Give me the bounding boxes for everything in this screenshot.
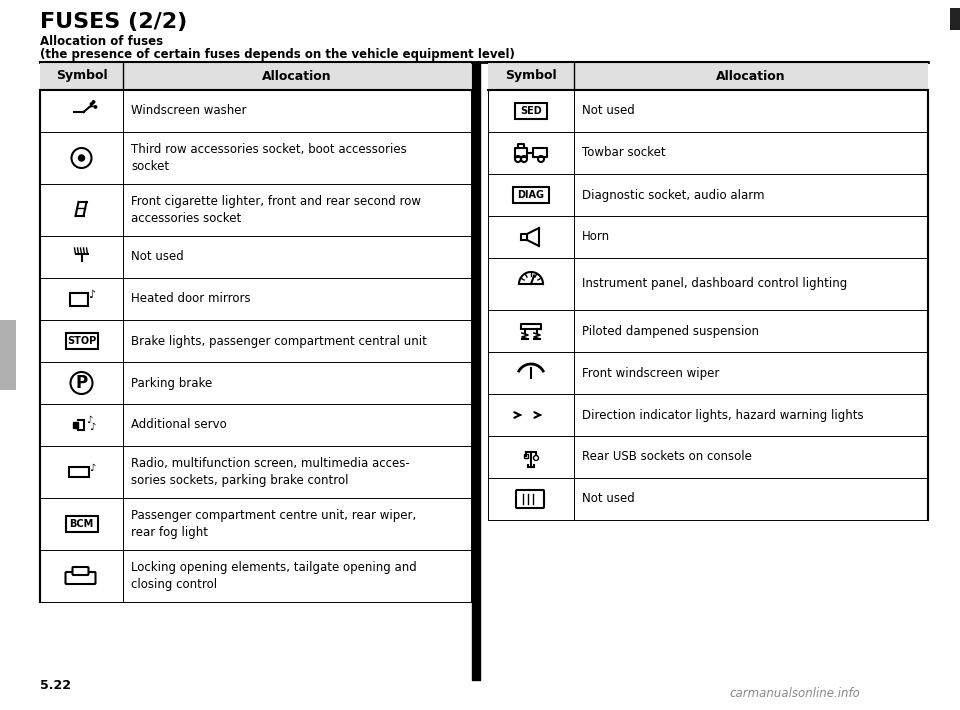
- Circle shape: [79, 155, 84, 161]
- FancyBboxPatch shape: [516, 490, 544, 508]
- Text: Not used: Not used: [582, 104, 635, 117]
- FancyBboxPatch shape: [515, 103, 547, 119]
- Text: FUSES (2/2): FUSES (2/2): [40, 12, 187, 32]
- Text: Locking opening elements, tailgate opening and
closing control: Locking opening elements, tailgate openi…: [131, 561, 417, 591]
- FancyBboxPatch shape: [65, 516, 98, 532]
- Bar: [68, 467, 88, 477]
- Bar: [69, 293, 87, 306]
- Text: Symbol: Symbol: [56, 70, 108, 82]
- Text: Passenger compartment centre unit, rear wiper,
rear fog light: Passenger compartment centre unit, rear …: [131, 509, 417, 539]
- Text: STOP: STOP: [67, 336, 96, 346]
- Text: BCM: BCM: [69, 519, 94, 529]
- Text: Allocation: Allocation: [716, 70, 786, 82]
- Text: Heated door mirrors: Heated door mirrors: [131, 293, 251, 305]
- Text: Direction indicator lights, hazard warning lights: Direction indicator lights, hazard warni…: [582, 408, 864, 422]
- Text: Towbar socket: Towbar socket: [582, 146, 665, 160]
- Text: Front cigarette lighter, front and rear second row
accessories socket: Front cigarette lighter, front and rear …: [131, 195, 421, 225]
- Text: DIAG: DIAG: [517, 190, 544, 200]
- Text: ♪: ♪: [88, 290, 95, 300]
- FancyBboxPatch shape: [73, 567, 88, 575]
- Text: ♪: ♪: [89, 463, 96, 473]
- Text: Windscreen washer: Windscreen washer: [131, 104, 247, 117]
- Text: P: P: [76, 374, 87, 392]
- Text: Radio, multifunction screen, multimedia acces-
sories sockets, parking brake con: Radio, multifunction screen, multimedia …: [131, 457, 410, 487]
- Bar: [40, 62, 471, 90]
- Text: 5.22: 5.22: [40, 679, 71, 692]
- Text: Front windscreen wiper: Front windscreen wiper: [582, 366, 719, 380]
- Text: Parking brake: Parking brake: [131, 376, 212, 390]
- Polygon shape: [73, 422, 78, 428]
- Text: Instrument panel, dashboard control lighting: Instrument panel, dashboard control ligh…: [582, 278, 848, 290]
- FancyBboxPatch shape: [65, 572, 95, 584]
- Text: Horn: Horn: [582, 231, 611, 244]
- FancyBboxPatch shape: [65, 333, 98, 349]
- Text: Not used: Not used: [582, 493, 635, 506]
- FancyBboxPatch shape: [513, 187, 549, 203]
- Circle shape: [92, 101, 95, 103]
- Bar: [488, 62, 928, 90]
- Bar: [950, 8, 960, 30]
- Text: Additional servo: Additional servo: [131, 418, 227, 432]
- Text: (the presence of certain fuses depends on the vehicle equipment level): (the presence of certain fuses depends o…: [40, 48, 515, 61]
- Text: ♪: ♪: [89, 422, 96, 432]
- Text: SED: SED: [520, 106, 541, 116]
- Text: Brake lights, passenger compartment central unit: Brake lights, passenger compartment cent…: [131, 334, 427, 347]
- Text: Third row accessories socket, boot accessories
socket: Third row accessories socket, boot acces…: [131, 143, 407, 173]
- Circle shape: [90, 103, 93, 105]
- Text: Piloted dampened suspension: Piloted dampened suspension: [582, 324, 759, 337]
- Bar: [0, 320, 16, 390]
- Text: Not used: Not used: [131, 251, 183, 263]
- Text: Allocation: Allocation: [262, 70, 332, 82]
- Text: carmanualsonline.info: carmanualsonline.info: [730, 687, 860, 700]
- Circle shape: [94, 106, 97, 108]
- Bar: [524, 454, 528, 458]
- Text: Rear USB sockets on console: Rear USB sockets on console: [582, 451, 752, 464]
- Text: Symbol: Symbol: [505, 70, 557, 82]
- Text: Allocation of fuses: Allocation of fuses: [40, 35, 163, 48]
- Text: ♪: ♪: [86, 415, 92, 425]
- Text: Diagnostic socket, audio alarm: Diagnostic socket, audio alarm: [582, 188, 764, 202]
